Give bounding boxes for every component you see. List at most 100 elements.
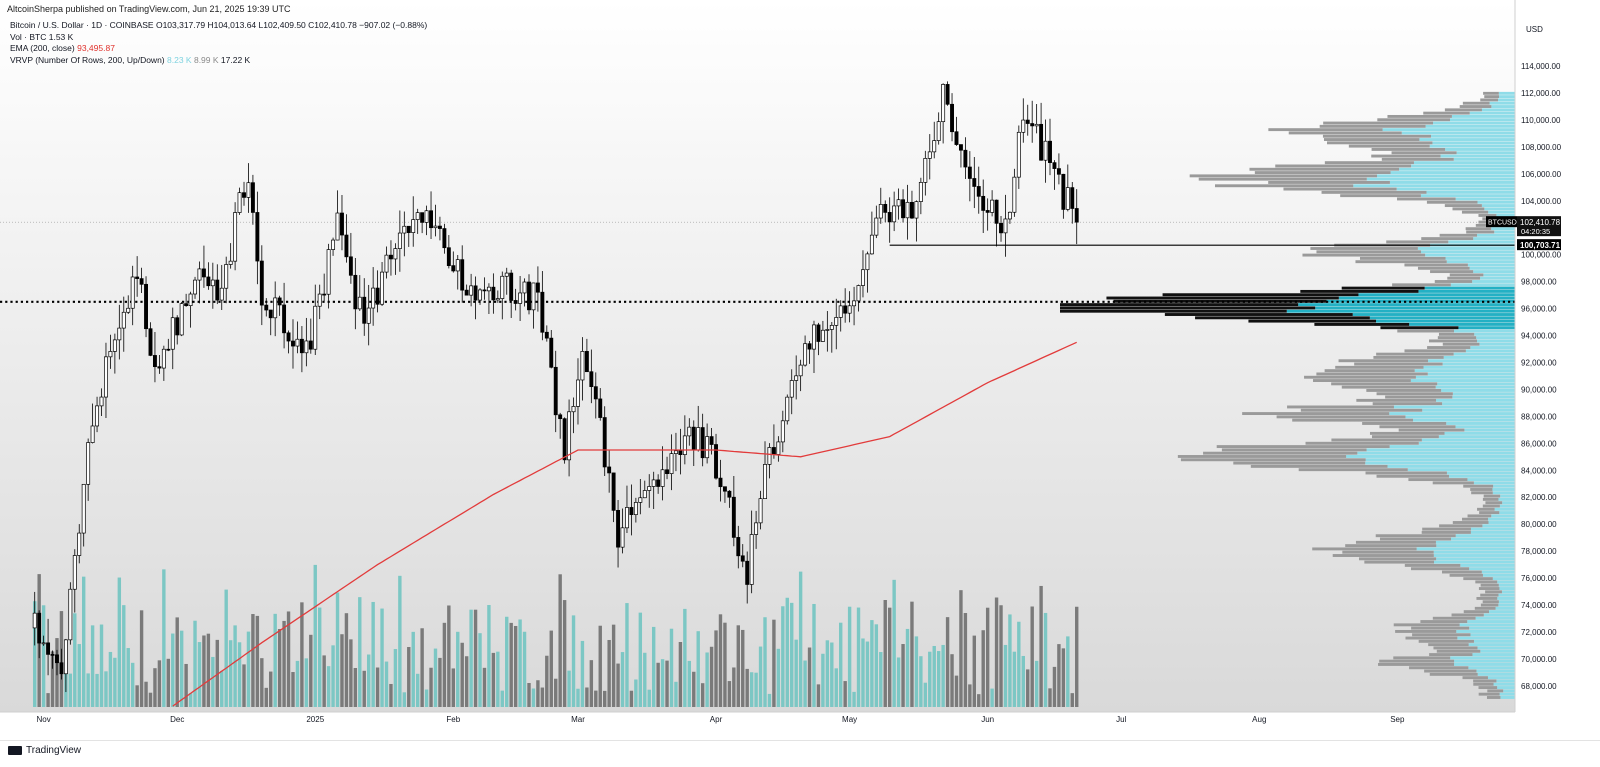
vrvp-down-bar <box>1312 547 1417 551</box>
time-tick-label: Nov <box>37 715 51 724</box>
vrvp-down-bar <box>1423 111 1470 115</box>
candle-body <box>201 268 206 278</box>
vrvp-down-bar <box>1392 283 1451 287</box>
volume-bar <box>790 602 794 707</box>
vrvp-down-bar <box>1462 101 1490 105</box>
vrvp-legend[interactable]: VRVP (Number Of Rows, 200, Up/Down) 8.23… <box>10 55 427 67</box>
candle-body <box>847 305 852 314</box>
volume-bar <box>580 640 585 707</box>
volume-bar <box>977 694 981 707</box>
candle-body <box>344 234 349 258</box>
tradingview-logo[interactable]: TradingView <box>8 745 81 756</box>
volume-bar <box>861 638 865 707</box>
candle-body <box>509 272 514 301</box>
vrvp-down-bar <box>1324 161 1414 165</box>
vrvp-up-bar <box>1418 441 1515 445</box>
vrvp-down-bar <box>1432 481 1474 485</box>
vrvp-up-bar <box>1414 369 1515 373</box>
price-axis[interactable]: 114,000.00 112,000.00 110,000.00 108,000.00… <box>1486 0 1562 712</box>
volume-bar <box>825 640 830 707</box>
candle-body <box>184 303 189 307</box>
candle-body <box>776 441 781 455</box>
ema-legend[interactable]: EMA (200, close) 93,495.87 <box>10 43 427 55</box>
volume-bar <box>865 641 870 707</box>
volume-bar <box>331 645 335 707</box>
volume-bar <box>500 690 504 707</box>
vrvp-down-bar <box>1411 626 1470 630</box>
vrvp-up-bar <box>1487 676 1515 680</box>
volume-bar <box>758 646 763 707</box>
volume-bar <box>807 647 812 707</box>
candle-body <box>941 84 946 123</box>
volume-bar <box>233 625 237 707</box>
time-axis[interactable]: Nov Dec 2025 Feb Mar Apr May Jun Jul Aug Sep <box>0 711 1515 724</box>
vrvp-down-bar <box>1216 445 1390 449</box>
volume-bar <box>994 597 999 707</box>
candle-body <box>157 366 162 369</box>
vrvp-down-bar <box>1276 415 1406 419</box>
price-tick-label: 68,000.00 <box>1521 682 1557 691</box>
volume-bar <box>705 652 709 707</box>
vrvp-down-bar <box>1473 682 1494 686</box>
vrvp-down-bar <box>1393 623 1460 627</box>
volume-bar <box>892 579 896 707</box>
candle-body <box>789 380 794 398</box>
candle-body <box>1016 131 1021 178</box>
candle-body <box>700 427 705 459</box>
vrvp-up-bar <box>1467 263 1515 267</box>
volume-bar <box>318 607 322 707</box>
vrvp-down-bar <box>1060 309 1287 313</box>
vrvp-down-bar <box>1428 643 1469 647</box>
candle-body <box>763 464 767 500</box>
vrvp-up-bar <box>1433 121 1515 125</box>
volume-bar <box>1070 693 1074 707</box>
candle-body <box>273 297 278 319</box>
volume-bar <box>188 693 193 707</box>
candle-body <box>161 348 166 369</box>
candle-body <box>771 447 776 455</box>
volume-bar <box>1048 688 1052 707</box>
candle-body <box>317 293 322 307</box>
price-tick-label: 114,000.00 <box>1521 62 1561 71</box>
vrvp-down-bar <box>1404 563 1461 567</box>
vrvp-up-bar <box>1410 379 1515 382</box>
candle-body <box>696 427 701 451</box>
candle-body <box>389 254 393 260</box>
vrvp-down-bar <box>1466 230 1495 234</box>
symbol-legend[interactable]: Bitcoin / U.S. Dollar · 1D · COINBASE O1… <box>10 20 428 30</box>
candle-body <box>495 298 500 301</box>
candle-body <box>945 84 950 105</box>
candle-body <box>852 300 857 307</box>
vrvp-down-bar <box>1483 91 1499 95</box>
volume-bar <box>113 657 117 707</box>
vrvp-up-bar <box>1441 388 1515 392</box>
volume-bar <box>932 645 936 707</box>
volume-legend[interactable]: Vol · BTC 1.53 K <box>10 31 74 42</box>
candle-body <box>678 450 683 455</box>
candle-body <box>976 186 981 197</box>
volume-bar <box>678 642 683 707</box>
volume-bar <box>130 662 135 707</box>
vrvp-up-bar <box>1481 570 1515 574</box>
candle-body <box>633 502 638 516</box>
volume-bar <box>286 611 291 707</box>
volume-bar <box>816 684 821 707</box>
volume-bar <box>874 624 879 707</box>
vrvp-down-bar <box>1355 540 1436 544</box>
vrvp-down-bar <box>1331 438 1422 442</box>
vrvp-up-bar <box>1477 200 1515 204</box>
candle-body <box>37 612 42 644</box>
vrvp-down-bar <box>1385 395 1453 399</box>
candle-body <box>865 253 870 271</box>
candle-body <box>331 239 336 250</box>
volume-bar <box>1030 606 1034 707</box>
volume-bar <box>852 691 856 707</box>
vrvp-up-bar <box>1496 214 1515 217</box>
volume-bar <box>255 615 260 707</box>
vrvp-down-bar <box>1180 458 1366 462</box>
vrvp-up-bar <box>1476 336 1515 340</box>
volume-bar <box>487 605 491 707</box>
volume-bar <box>656 662 660 707</box>
